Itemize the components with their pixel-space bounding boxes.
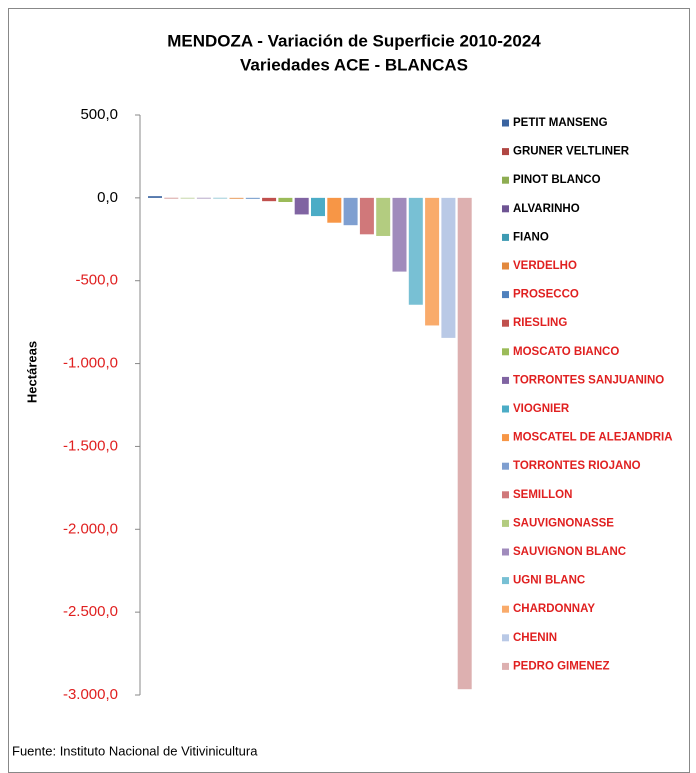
- legend-swatch: [502, 548, 509, 556]
- legend-swatch: [502, 262, 509, 270]
- legend-label: TORRONTES RIOJANO: [513, 460, 641, 472]
- y-tick-label: -1.500,0: [63, 437, 118, 454]
- legend-label: RIESLING: [513, 317, 567, 329]
- legend-label: UGNI BLANC: [513, 575, 585, 587]
- legend-label: CHARDONNAY: [513, 603, 595, 615]
- legend-label: SAUVIGNON BLANC: [513, 546, 626, 558]
- legend-label: PINOT BLANCO: [513, 174, 601, 186]
- legend-swatch: [502, 148, 509, 156]
- y-tick-label: -500,0: [75, 272, 118, 289]
- legend-label: GRUNER VELTLINER: [513, 146, 630, 158]
- bar: [327, 197, 342, 223]
- legend-label: PEDRO GIMENEZ: [513, 660, 609, 672]
- legend-swatch: [502, 176, 509, 184]
- legend-swatch: [502, 119, 509, 127]
- legend-label: TORRONTES SANJUANINO: [513, 374, 664, 386]
- legend-swatch: [502, 577, 509, 585]
- chart-title: MENDOZA - Variación de Superficie 2010-2…: [167, 31, 541, 50]
- source-note: Fuente: Instituto Nacional de Vitivinicu…: [12, 743, 258, 758]
- legend-label: FIANO: [513, 231, 549, 243]
- legend-swatch: [502, 405, 509, 413]
- legend-swatch: [502, 634, 509, 642]
- legend-swatch: [502, 434, 509, 442]
- legend-label: VERDELHO: [513, 260, 577, 272]
- bar: [343, 197, 358, 226]
- y-axis-label: Hectáreas: [24, 341, 39, 403]
- legend-label: PROSECCO: [513, 289, 579, 301]
- legend-label: SAUVIGNONASSE: [513, 517, 614, 529]
- chart-frame: [8, 8, 690, 773]
- legend-label: ALVARINHO: [513, 203, 580, 215]
- bar: [311, 197, 325, 217]
- legend-swatch: [502, 319, 509, 327]
- bar: [229, 197, 244, 199]
- bar: [441, 197, 456, 338]
- legend-swatch: [502, 233, 509, 241]
- bar: [392, 197, 407, 272]
- bar: [294, 197, 309, 215]
- legend-swatch: [502, 376, 509, 384]
- y-tick-label: -2.000,0: [63, 520, 118, 537]
- bar: [148, 196, 162, 198]
- y-tick-label: 0,0: [97, 189, 118, 206]
- bar: [262, 197, 277, 202]
- legend-label: PETIT MANSENG: [513, 117, 608, 129]
- legend-label: SEMILLON: [513, 489, 572, 501]
- chart-subtitle: Variedades ACE - BLANCAS: [240, 55, 468, 74]
- legend-swatch: [502, 491, 509, 499]
- y-tick-label: -2.500,0: [63, 603, 118, 620]
- y-tick-label: -1.000,0: [63, 355, 118, 372]
- bar: [425, 197, 440, 326]
- y-tick-label: 500,0: [80, 106, 118, 123]
- legend-swatch: [502, 462, 509, 470]
- legend-swatch: [502, 205, 509, 213]
- bar: [457, 197, 472, 690]
- bar: [408, 197, 423, 305]
- legend-label: MOSCATEL DE ALEJANDRIA: [513, 432, 673, 444]
- bar: [245, 197, 260, 199]
- y-tick-label: -3.000,0: [63, 686, 118, 703]
- legend-swatch: [502, 348, 509, 356]
- legend-swatch: [502, 291, 509, 299]
- bar: [359, 197, 374, 235]
- legend-swatch: [502, 519, 509, 527]
- legend-label: MOSCATO BIANCO: [513, 346, 619, 358]
- bar: [376, 197, 391, 236]
- legend-swatch: [502, 662, 509, 670]
- legend-label: CHENIN: [513, 632, 557, 644]
- legend-swatch: [502, 605, 509, 613]
- bar: [278, 197, 293, 202]
- legend-label: VIOGNIER: [513, 403, 570, 415]
